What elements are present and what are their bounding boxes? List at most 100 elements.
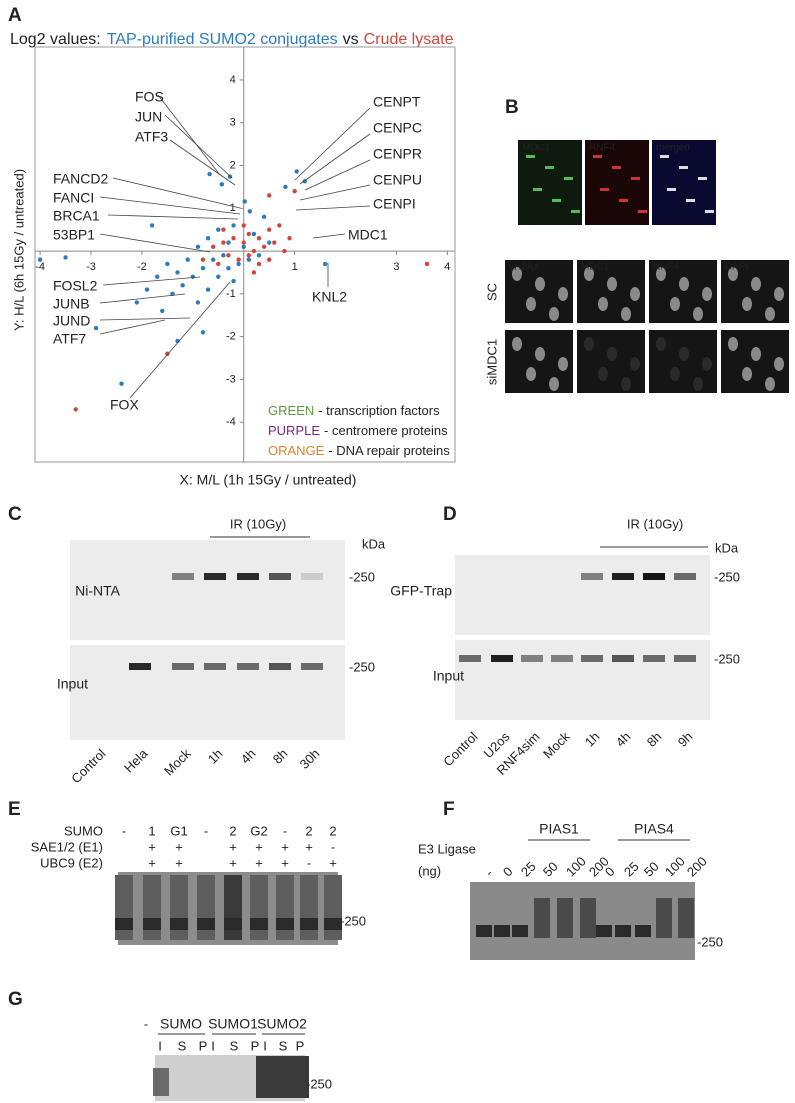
band — [674, 573, 696, 580]
band — [204, 663, 226, 670]
y-tick-label: 4 — [230, 74, 236, 86]
band — [237, 663, 259, 670]
band — [170, 918, 188, 930]
cell — [631, 177, 640, 180]
chart-title: Log2 values: TAP-purified SUMO2 conjugate… — [10, 31, 454, 48]
nucleus — [670, 297, 680, 311]
point — [221, 253, 226, 258]
point — [247, 209, 253, 214]
lane-label: I — [211, 1038, 215, 1053]
lane-label: 1h — [582, 729, 603, 750]
cell: + — [175, 839, 183, 854]
channel-label: RNF4 — [589, 143, 616, 154]
nucleus — [742, 367, 752, 381]
cell: - — [331, 839, 335, 854]
line — [112, 177, 241, 209]
note: ORANGE - DNA repair proteins — [268, 443, 450, 458]
lane-label: 9h — [675, 729, 696, 750]
group-label: SUMO — [160, 1016, 202, 1032]
band — [491, 655, 513, 662]
point — [73, 407, 78, 412]
annotation: BRCA1 — [53, 208, 100, 224]
lane-label: Hela — [121, 745, 151, 775]
nucleus — [526, 297, 536, 311]
row-label: siMDC1 — [484, 339, 499, 385]
note-text: - centromere proteins — [324, 423, 448, 438]
point — [216, 261, 221, 267]
nucleus — [656, 267, 666, 281]
cell: + — [229, 855, 237, 870]
nucleus — [535, 277, 545, 291]
y-axis-label: Y: H/L (6h 15Gy / untreated) — [11, 169, 26, 331]
y-tick-label: 3 — [230, 117, 236, 129]
annotation: MDC1 — [348, 227, 388, 243]
lane-label: S — [230, 1038, 239, 1053]
nucleus — [607, 277, 617, 291]
blot — [455, 640, 710, 720]
x-tick-label: 3 — [393, 261, 399, 273]
lane-label: Mock — [540, 729, 573, 762]
nucleus — [621, 377, 631, 391]
annotation: CENPR — [373, 146, 422, 162]
lane-label: 25 — [518, 859, 539, 880]
blot — [70, 540, 345, 640]
panel-label: B — [505, 97, 519, 118]
band — [612, 655, 634, 662]
line — [99, 317, 191, 321]
cell: G1 — [170, 823, 187, 838]
annotation: ATF7 — [53, 331, 86, 347]
cell — [545, 166, 554, 169]
band — [291, 1056, 309, 1098]
title-text: Log2 values: — [10, 31, 101, 48]
point — [205, 287, 211, 292]
point — [200, 265, 206, 271]
nucleus — [702, 357, 712, 371]
point — [231, 223, 236, 228]
point — [266, 257, 272, 262]
channel-label: γH2Ax — [509, 262, 538, 273]
point — [226, 253, 231, 258]
point — [210, 257, 216, 262]
lane-label: Control — [440, 729, 480, 769]
x-tick-label: -3 — [86, 261, 96, 273]
note-text: - transcription factors — [318, 403, 440, 418]
point — [251, 270, 257, 275]
point — [241, 244, 246, 249]
nucleus — [621, 307, 631, 321]
channel-label: RNF4 — [653, 262, 680, 273]
band — [197, 918, 215, 930]
annotation: FOSL2 — [53, 278, 98, 294]
cell — [552, 199, 561, 202]
cell — [698, 177, 707, 180]
lane-label: 100 — [662, 854, 688, 880]
x-tick-label: -4 — [35, 261, 45, 273]
x-tick-label: -2 — [137, 261, 147, 273]
blot — [455, 555, 710, 635]
size-marker: -250 — [714, 569, 740, 584]
lane-label: 1h — [205, 746, 226, 767]
line — [169, 139, 236, 186]
panel-label: G — [8, 989, 23, 1010]
lane — [300, 875, 318, 940]
point — [180, 283, 185, 288]
band — [204, 573, 226, 580]
point — [165, 351, 170, 356]
lane-label: Control — [68, 746, 108, 786]
point — [251, 248, 257, 254]
lane-label: P — [296, 1038, 305, 1053]
lane-label: 100 — [563, 854, 589, 880]
point — [195, 244, 201, 249]
x-axis-label: X: M/L (1h 15Gy / untreated) — [180, 472, 357, 488]
title-join: vs — [343, 31, 359, 48]
lane-label: 25 — [621, 859, 642, 880]
blot-label: Input — [57, 676, 88, 692]
lead: - — [144, 1016, 148, 1031]
point — [200, 257, 206, 262]
cell: 2 — [329, 823, 336, 838]
nucleus — [656, 337, 666, 351]
cell: 2 — [305, 823, 312, 838]
annotation: KNL2 — [312, 289, 347, 305]
band — [615, 925, 631, 937]
x-tick-label: 1 — [292, 261, 298, 273]
nucleus — [679, 347, 689, 361]
